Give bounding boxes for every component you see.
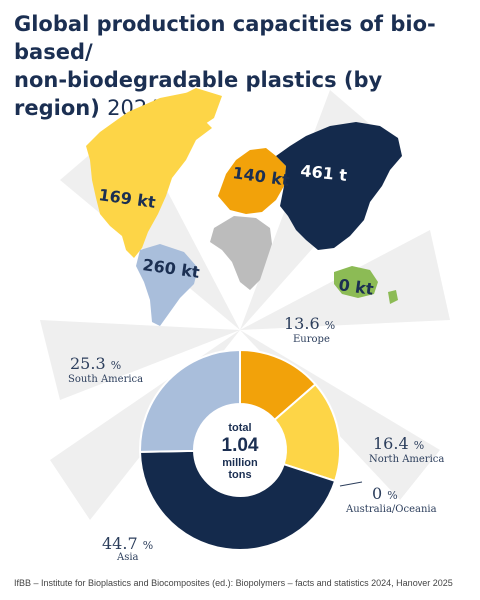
donut-slice-south-america — [139, 348, 241, 453]
bg-ray — [40, 320, 240, 400]
pct-europe: 13.6 % — [284, 314, 335, 333]
oceania-region — [334, 266, 378, 298]
pct-asia: 44.7 % — [102, 534, 153, 553]
south-america-region — [136, 244, 198, 326]
title-line-2-text: non-biodegradable plastics (by region) — [14, 68, 383, 120]
north-america-region — [86, 92, 212, 258]
center-total-label: total — [228, 422, 252, 434]
europe-region — [218, 148, 286, 214]
map-label-oceania: 0 kt — [337, 275, 375, 299]
pct-south-america-unit: % — [110, 359, 122, 372]
center-unit-line1: million — [222, 457, 258, 469]
pct-south-america: 25.3 % — [70, 354, 121, 373]
donut-center: total 1.04 million tons — [200, 422, 280, 481]
pct-north-america: 16.4 % — [373, 434, 424, 453]
greenland-region — [168, 88, 222, 130]
pct-oceania-value: 0 — [372, 484, 383, 503]
pct-europe-value: 13.6 — [284, 314, 320, 333]
pct-oceania-unit: % — [387, 489, 398, 502]
pct-asia-value: 44.7 — [102, 534, 138, 553]
center-unit-line2: tons — [228, 469, 252, 481]
label-europe: Europe — [293, 334, 330, 345]
donut-slice-asia — [138, 449, 337, 551]
pct-south-america-value: 25.3 — [70, 354, 106, 373]
source-footer: IfBB – Institute for Bioplastics and Bio… — [14, 578, 453, 588]
center-total-value: 1.04 — [221, 435, 259, 456]
pct-asia-unit: % — [142, 539, 154, 552]
asia-region — [276, 122, 402, 250]
pct-north-america-value: 16.4 — [373, 434, 409, 453]
new-zealand-region — [388, 290, 398, 304]
pct-europe-unit: % — [324, 319, 336, 332]
title-line-1: Global production capacities of bio-base… — [14, 12, 436, 64]
pct-oceania: 0 % — [372, 484, 398, 503]
africa-region — [210, 216, 272, 290]
donut-chart — [138, 348, 363, 551]
label-south-america: South America — [68, 374, 144, 385]
map-label-asia: 461 t — [300, 161, 349, 185]
label-north-america: North America — [369, 454, 445, 465]
pct-north-america-unit: % — [413, 439, 425, 452]
oceania-leader-line — [339, 481, 363, 487]
label-oceania: Australia/Oceania — [346, 504, 437, 515]
label-asia: Asia — [117, 552, 139, 563]
world-map — [86, 88, 402, 326]
